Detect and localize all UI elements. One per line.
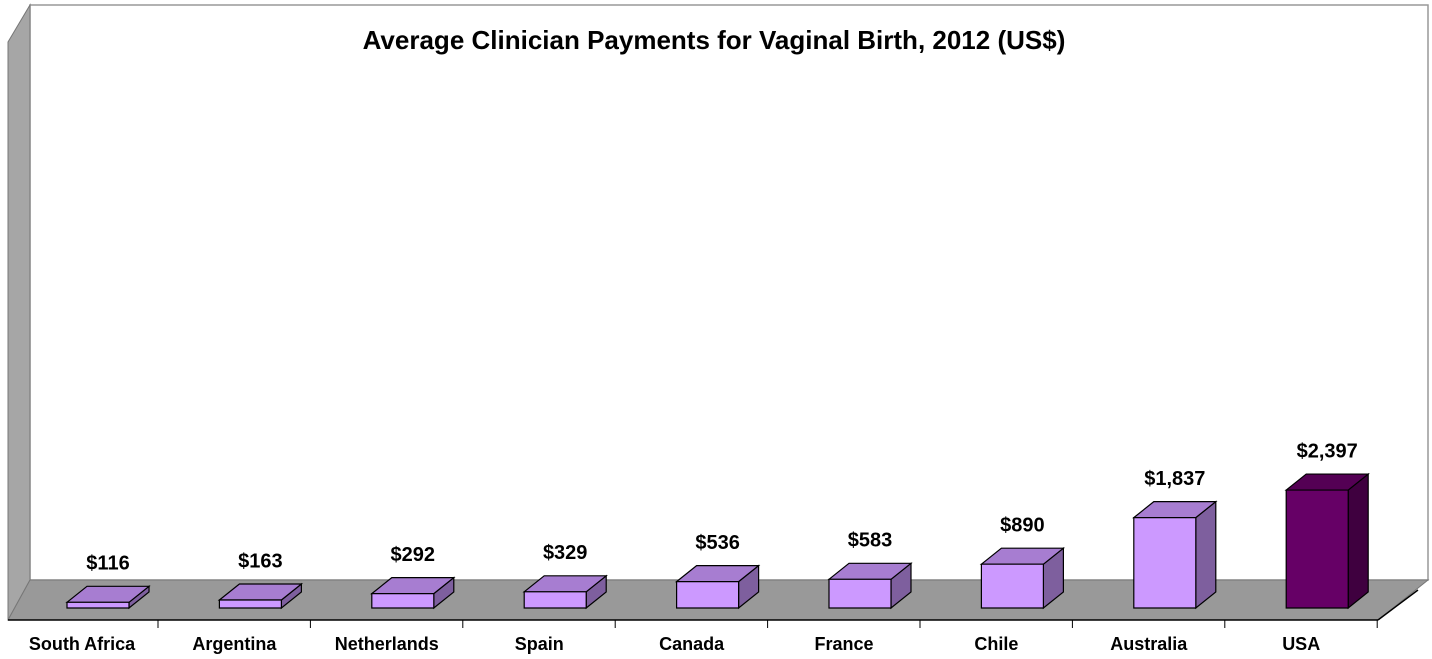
data-label: $116 bbox=[86, 553, 129, 575]
bar-front bbox=[1285, 489, 1349, 609]
bar bbox=[65, 585, 151, 610]
bar-front bbox=[523, 591, 587, 609]
bar bbox=[217, 582, 304, 610]
bar-front bbox=[675, 581, 740, 609]
data-label: $536 bbox=[695, 532, 740, 554]
bar bbox=[370, 576, 456, 610]
bar-front bbox=[371, 593, 435, 609]
x-tick-label: Canada bbox=[659, 634, 725, 654]
chart-title: Average Clinician Payments for Vaginal B… bbox=[363, 25, 1066, 55]
bar bbox=[674, 564, 761, 610]
data-label: $583 bbox=[848, 530, 893, 552]
bar-front bbox=[828, 578, 892, 609]
x-tick-label: Netherlands bbox=[335, 634, 439, 654]
x-tick-label: Argentina bbox=[192, 634, 277, 654]
x-axis-depth bbox=[1377, 589, 1419, 621]
back-wall bbox=[29, 4, 1429, 581]
bar bbox=[522, 574, 608, 610]
x-tick-label: France bbox=[814, 634, 873, 654]
bar-front bbox=[1133, 517, 1197, 609]
data-label: $163 bbox=[238, 550, 283, 572]
data-label: $890 bbox=[1000, 514, 1045, 536]
bar-front bbox=[66, 601, 130, 609]
bar bbox=[1132, 500, 1218, 610]
bar-side bbox=[1195, 500, 1217, 610]
data-label: $2,397 bbox=[1297, 440, 1358, 462]
x-tick-label: USA bbox=[1282, 634, 1320, 654]
bar-side bbox=[1347, 472, 1369, 610]
x-tick-label: Chile bbox=[974, 634, 1018, 654]
data-label: $292 bbox=[391, 544, 436, 566]
data-label: $329 bbox=[543, 542, 588, 564]
bar-front bbox=[980, 563, 1045, 609]
x-tick-label: Australia bbox=[1110, 634, 1188, 654]
side-wall bbox=[7, 3, 31, 621]
bar-front bbox=[218, 599, 282, 609]
data-label: $1,837 bbox=[1144, 468, 1205, 490]
x-tick-label: South Africa bbox=[29, 634, 136, 654]
bar bbox=[979, 546, 1066, 610]
bar bbox=[827, 562, 913, 610]
x-tick-label: Spain bbox=[515, 634, 564, 654]
bar bbox=[1284, 472, 1370, 610]
